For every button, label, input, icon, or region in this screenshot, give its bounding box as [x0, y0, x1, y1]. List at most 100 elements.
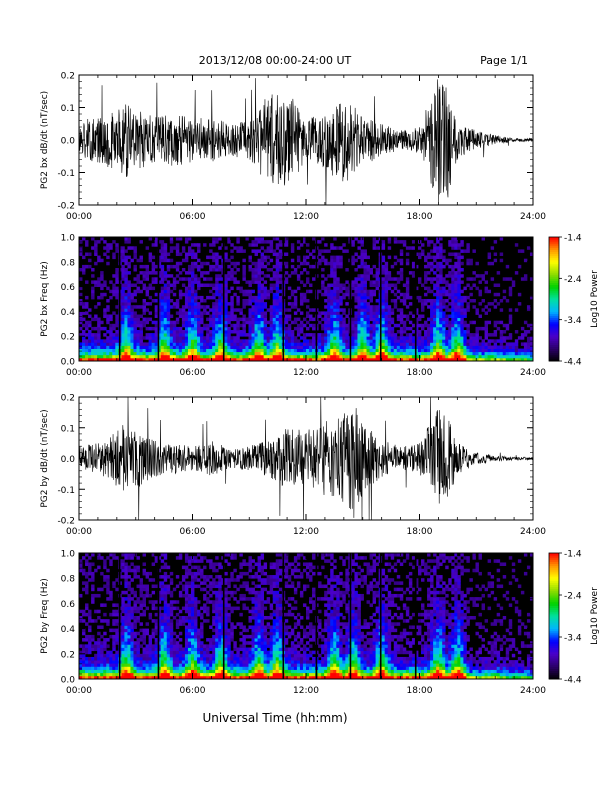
spectrogram-cell — [442, 351, 446, 356]
spectrogram-cell — [133, 264, 137, 269]
spectrogram-cell — [121, 660, 125, 664]
spectrogram-cell — [115, 587, 119, 592]
spectrogram-cell — [184, 600, 189, 604]
spectrogram-cell — [133, 311, 137, 315]
spectrogram-cell — [393, 345, 398, 349]
spectrogram-cell — [275, 261, 280, 266]
spectrogram-cell — [97, 348, 101, 353]
spectrogram-cell — [154, 320, 159, 325]
spectrogram-cell — [296, 339, 301, 343]
spectrogram-cell — [97, 240, 101, 244]
spectrogram-cell — [166, 314, 171, 318]
spectrogram-cell — [224, 258, 228, 263]
spectrogram-cell — [466, 326, 470, 331]
spectrogram-cell — [414, 351, 419, 356]
spectrogram-cell — [302, 283, 307, 287]
spectrogram-cell — [405, 348, 410, 353]
spectrogram-cell — [230, 243, 234, 247]
spectrogram-cell — [263, 264, 268, 269]
spectrogram-cell — [293, 320, 298, 325]
spectrogram-cell — [79, 277, 83, 281]
spectrogram-cell — [133, 289, 137, 294]
spectrogram-cell — [505, 354, 510, 359]
spectrogram-cell — [275, 237, 280, 241]
spectrogram-cell — [330, 261, 334, 266]
spectrogram-cell — [299, 299, 304, 303]
spectrogram-cell — [136, 669, 140, 674]
spectrogram-cell — [251, 274, 255, 278]
spectrogram-cell — [130, 295, 134, 300]
spectrogram-cell — [187, 581, 192, 585]
spectrogram-cell — [345, 336, 349, 340]
spectrogram-cell — [127, 286, 131, 291]
spectrogram-cell — [130, 616, 134, 620]
spectrogram-cell — [124, 553, 128, 557]
spectrogram-cell — [206, 255, 210, 260]
spectrogram-cell — [439, 342, 443, 346]
spectrogram-cell — [130, 663, 134, 667]
spectrogram-cell — [448, 286, 452, 291]
spectrogram-cell — [405, 277, 410, 281]
spectrogram-cell — [526, 351, 531, 356]
spectrogram-cell — [421, 249, 425, 253]
spectrogram-cell — [175, 302, 180, 306]
spectrogram-cell — [499, 357, 504, 362]
spectrogram-cell — [454, 333, 458, 337]
spectrogram-cell — [209, 243, 213, 247]
spectrogram-cell — [375, 336, 380, 340]
spectrogram-cell — [360, 249, 364, 253]
spectrogram-cell — [245, 302, 249, 306]
spectrogram-cell — [151, 600, 156, 604]
spectrogram-cell — [309, 283, 313, 287]
spectrogram-cell — [115, 271, 119, 275]
spectrogram-cell — [499, 339, 504, 343]
spectrogram-cell — [433, 302, 437, 306]
spectrogram-cell — [151, 339, 156, 343]
spectrogram-cell — [181, 351, 186, 356]
spectrogram-cell — [448, 348, 452, 353]
spectrogram-cell — [296, 357, 301, 362]
spectrogram-cell — [339, 336, 343, 340]
spectrogram-cell — [318, 249, 322, 253]
spectrogram-cell — [517, 292, 522, 297]
spectrogram-cell — [224, 302, 228, 306]
spectrogram-cell — [387, 305, 392, 309]
spectrogram-cell — [184, 292, 189, 297]
spectrogram-cell — [142, 612, 146, 617]
spectrogram-cell — [306, 271, 310, 275]
spectrogram-cell — [393, 283, 398, 287]
spectrogram-cell — [121, 600, 125, 604]
spectrogram-cell — [127, 638, 131, 642]
spectrogram-cell — [178, 311, 183, 315]
spectrogram-cell — [94, 283, 98, 287]
spectrogram-cell — [336, 326, 340, 331]
spectrogram-cell — [85, 295, 89, 300]
spectrogram-cell — [163, 323, 168, 328]
spectrogram-cell — [97, 660, 101, 664]
spectrogram-cell — [309, 289, 313, 294]
spectrogram-cell — [299, 326, 304, 331]
spectrogram-cell — [127, 264, 131, 269]
spectrogram-cell — [136, 339, 140, 343]
spectrogram-cell — [321, 317, 325, 322]
spectrogram-cell — [451, 264, 455, 269]
spectrogram-cell — [166, 669, 171, 674]
spectrogram-cell — [484, 311, 488, 315]
spectrogram-cell — [454, 339, 458, 343]
spectrogram-cell — [505, 336, 510, 340]
spectrogram-cell — [151, 261, 156, 266]
spectrogram-cell — [160, 336, 165, 340]
spectrogram-cell — [396, 308, 401, 312]
spectrogram-cell — [133, 249, 137, 253]
spectrogram-cell — [133, 575, 137, 579]
spectrogram-cell — [372, 274, 377, 278]
spectrogram-cell — [206, 277, 210, 281]
spectrogram-cell — [463, 299, 467, 303]
spectrogram-cell — [209, 339, 213, 343]
spectrogram-cell — [333, 299, 337, 303]
spectrogram-cell — [97, 317, 101, 322]
spectrogram-cell — [190, 590, 195, 595]
spectrogram-cell — [499, 342, 504, 346]
spectrogram-cell — [402, 302, 407, 306]
spectrogram-cell — [106, 305, 110, 309]
